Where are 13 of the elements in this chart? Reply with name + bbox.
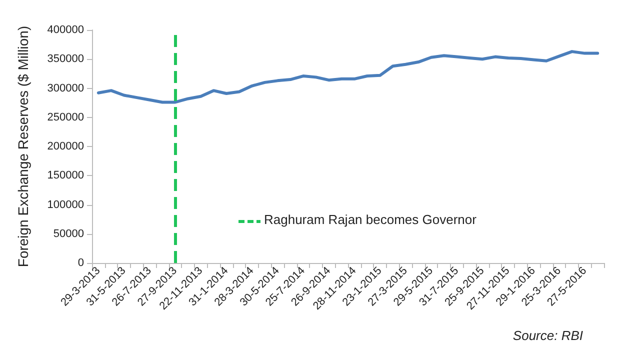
y-tick-label: 150000 — [47, 170, 84, 182]
y-tick-label: 250000 — [47, 111, 84, 124]
line-series — [96, 50, 600, 104]
y-tick-label: 50000 — [53, 228, 84, 240]
y-axis-title: Foreign Exchange Reserves ($ Million) — [15, 26, 31, 268]
y-tick-label: 400000 — [47, 24, 84, 36]
source-note: Source: RBI — [512, 328, 584, 343]
y-tick-label: 300000 — [47, 82, 84, 94]
annotation: Raghuram Rajan becomes Governor — [264, 212, 478, 227]
y-tick-label: 350000 — [47, 53, 84, 66]
y-tick-label: 200000 — [47, 140, 84, 152]
y-tick-label: 0 — [78, 257, 84, 269]
y-tick-label: 100000 — [47, 198, 84, 211]
